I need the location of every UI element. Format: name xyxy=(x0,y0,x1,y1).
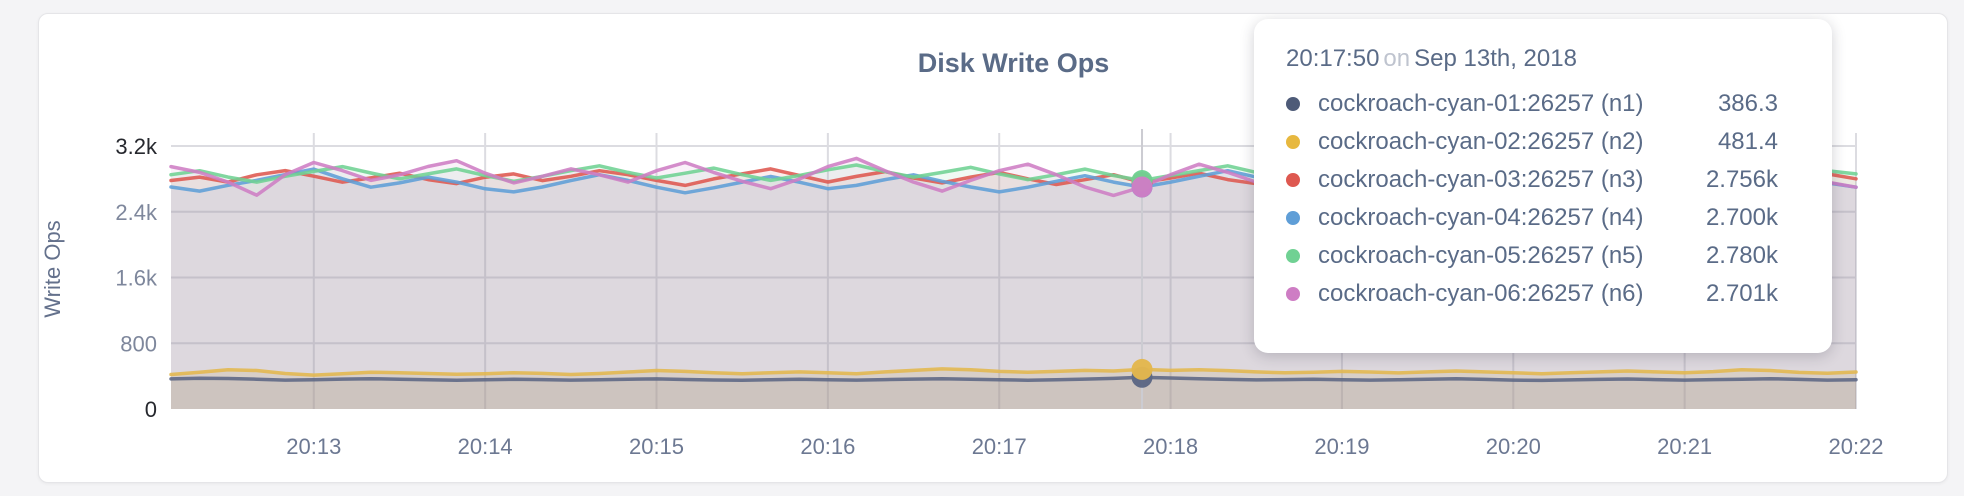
tooltip-series-row: cockroach-cyan-06:26257 (n6) 2.701k xyxy=(1286,275,1802,313)
y-tick-label: 2.4k xyxy=(115,200,158,225)
series-value: 386.3 xyxy=(1717,90,1778,117)
series-line xyxy=(169,367,1858,377)
tooltip-date: Sep 13th, 2018 xyxy=(1414,45,1577,72)
tooltip-series-row: cockroach-cyan-03:26257 (n3) 2.756k xyxy=(1286,161,1802,199)
series-color-dot xyxy=(1286,287,1300,301)
x-tick-label: 20:17 xyxy=(972,434,1027,459)
series-color-dot xyxy=(1286,249,1300,263)
tooltip-series-list: cockroach-cyan-01:26257 (n1) 386.3 cockroa… xyxy=(1286,85,1802,313)
tooltip-on: on xyxy=(1383,45,1411,72)
chart-title: Disk Write Ops xyxy=(917,48,1110,78)
series-label: cockroach-cyan-04:26257 (n4) xyxy=(1318,204,1644,231)
y-tick-label: 0 xyxy=(145,397,157,422)
series-label: cockroach-cyan-03:26257 (n3) xyxy=(1318,166,1644,193)
tooltip-series-row: cockroach-cyan-05:26257 (n5) 2.780k xyxy=(1286,237,1802,275)
chart-tooltip: 20:17:50 on Sep 13th, 2018 cockroach-cyan-… xyxy=(1254,19,1832,353)
x-tick-label: 20:19 xyxy=(1314,434,1369,459)
series-line xyxy=(169,375,1858,383)
x-tick-label: 20:22 xyxy=(1828,434,1883,459)
tooltip-time: 20:17:50 xyxy=(1286,45,1380,72)
series-label: cockroach-cyan-05:26257 (n5) xyxy=(1318,242,1644,269)
series-color-dot xyxy=(1286,211,1300,225)
series-value: 481.4 xyxy=(1717,128,1778,155)
x-axis-labels: 20:13 20:14 20:15 20:16 20:17 20:18 20:19 20:20… xyxy=(286,434,1883,459)
series-value: 2.756k xyxy=(1705,166,1778,193)
x-tick-label: 20:14 xyxy=(458,434,513,459)
hover-dots xyxy=(1131,170,1153,388)
tooltip-series-row: cockroach-cyan-04:26257 (n4) 2.700k xyxy=(1286,199,1802,237)
x-tick-label: 20:13 xyxy=(286,434,341,459)
x-tick-label: 20:20 xyxy=(1486,434,1541,459)
x-tick-label: 20:16 xyxy=(800,434,855,459)
hover-dot xyxy=(1131,176,1153,198)
x-tick-label: 20:21 xyxy=(1657,434,1712,459)
series-color-dot xyxy=(1286,135,1300,149)
y-axis-labels: 0 800 1.6k 2.4k 3.2k xyxy=(115,134,158,422)
hover-dot xyxy=(1131,358,1153,380)
series-label: cockroach-cyan-06:26257 (n6) xyxy=(1318,280,1644,307)
tooltip-series-row: cockroach-cyan-02:26257 (n2) 481.4 xyxy=(1286,123,1802,161)
chart-panel: Disk Write Ops Write Ops 0 800 1.6k 2.4k 3.2… xyxy=(38,13,1948,483)
tooltip-header: 20:17:50 on Sep 13th, 2018 xyxy=(1286,45,1802,73)
x-tick-label: 20:18 xyxy=(1143,434,1198,459)
series-color-dot xyxy=(1286,173,1300,187)
series-value: 2.780k xyxy=(1705,242,1778,269)
series-lines xyxy=(169,156,1858,383)
x-tick-label: 20:15 xyxy=(629,434,684,459)
series-color-dot xyxy=(1286,97,1300,111)
series-value: 2.701k xyxy=(1705,280,1778,307)
series-label: cockroach-cyan-02:26257 (n2) xyxy=(1318,128,1644,155)
series-value: 2.700k xyxy=(1705,204,1778,231)
tooltip-series-row: cockroach-cyan-01:26257 (n1) 386.3 xyxy=(1286,85,1802,123)
y-axis-title: Write Ops xyxy=(40,220,65,318)
series-label: cockroach-cyan-01:26257 (n1) xyxy=(1318,90,1644,117)
y-tick-label: 1.6k xyxy=(115,266,158,291)
y-tick-label: 3.2k xyxy=(115,134,158,159)
series-area xyxy=(171,377,1856,409)
y-tick-label: 800 xyxy=(120,331,157,356)
